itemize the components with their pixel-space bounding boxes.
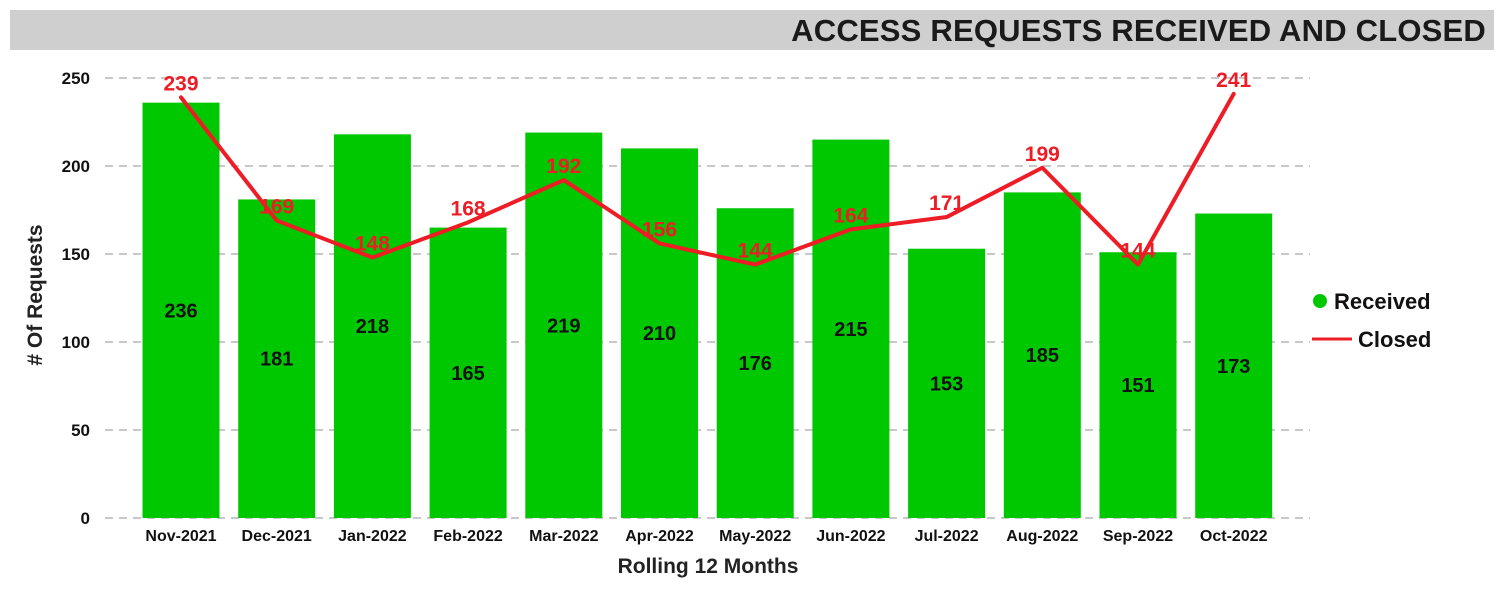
bar-value-label: 176 (739, 353, 772, 375)
y-tick-label: 100 (62, 333, 90, 352)
line-value-label: 171 (929, 192, 964, 215)
line-value-label: 144 (1120, 240, 1155, 263)
legend-closed-label: Closed (1358, 327, 1431, 352)
bar (812, 139, 890, 518)
bar (1099, 252, 1177, 519)
y-tick-label: 250 (62, 69, 90, 88)
bar (621, 148, 698, 518)
closed-line-path (179, 91, 1236, 267)
bar (429, 227, 507, 518)
bar (333, 134, 411, 518)
received-bars (142, 102, 1273, 519)
bar (1195, 213, 1273, 518)
bar-value-label: 165 (451, 363, 484, 385)
line-value-label: 148 (355, 233, 390, 256)
y-tick-label: 50 (71, 421, 90, 440)
bar-value-label: 151 (1121, 375, 1154, 397)
x-tick-label: Feb-2022 (433, 528, 502, 545)
y-tick-label: 150 (62, 245, 90, 264)
legend: Received Closed (1312, 289, 1431, 352)
bar-value-label: 181 (260, 349, 293, 371)
x-tick-label: Nov-2021 (145, 528, 216, 545)
line-value-label: 199 (1025, 143, 1060, 166)
line-value-label: 192 (546, 155, 581, 178)
bar-value-label: 215 (834, 319, 867, 341)
line-value-label: 239 (163, 72, 198, 95)
y-axis-title: # Of Requests (24, 224, 47, 365)
x-tick-label: Dec-2021 (242, 528, 312, 545)
line-value-label: 156 (642, 218, 677, 241)
x-tick-label: Mar-2022 (529, 528, 598, 545)
x-tick-label: Sep-2022 (1103, 528, 1173, 545)
x-tick-label: Jan-2022 (338, 528, 407, 545)
line-value-label: 241 (1216, 69, 1251, 92)
y-axis-ticks: 0 50 100 150 200 250 (62, 69, 90, 528)
x-tick-label: Apr-2022 (625, 528, 694, 545)
line-value-label: 164 (833, 204, 868, 227)
line-value-label: 168 (451, 197, 486, 220)
bar-value-label: 153 (930, 373, 963, 395)
bar-value-label: 219 (547, 315, 580, 337)
bar (908, 248, 986, 518)
bar-value-label: 173 (1217, 356, 1250, 378)
bar-value-label: 210 (643, 323, 676, 345)
line-value-label: 169 (259, 196, 294, 219)
x-tick-label: May-2022 (719, 528, 791, 545)
bar (1003, 192, 1081, 518)
bar-value-label: 218 (356, 316, 389, 338)
y-tick-label: 200 (62, 157, 90, 176)
closed-line (179, 91, 1236, 267)
legend-received-marker (1313, 294, 1327, 308)
received-bar-labels: 236 181 218 165 219 210 176 215 153 185 151 173 (164, 300, 1250, 397)
bar (142, 102, 220, 518)
x-tick-label: Jun-2022 (816, 528, 885, 545)
bar-value-label: 236 (164, 300, 197, 322)
y-tick-label: 0 (81, 509, 90, 528)
title-bar: ACCESS REQUESTS RECEIVED AND CLOSED (10, 10, 1494, 50)
x-tick-label: Oct-2022 (1200, 528, 1268, 545)
x-axis-ticks: Nov-2021 Dec-2021 Jan-2022 Feb-2022 Mar-2022… (145, 528, 1267, 545)
bar-value-label: 185 (1026, 345, 1059, 367)
legend-received-label: Received (1334, 289, 1431, 314)
bar (238, 199, 316, 518)
chart-title: ACCESS REQUESTS RECEIVED AND CLOSED (791, 13, 1486, 48)
closed-line-labels: 239 169 148 168 192 156 144 164 171 199 144 241 (163, 69, 1251, 263)
x-tick-label: Aug-2022 (1006, 528, 1078, 545)
x-axis-title: Rolling 12 Months (618, 555, 799, 578)
x-tick-label: Jul-2022 (915, 528, 979, 545)
line-value-label: 144 (738, 240, 773, 263)
